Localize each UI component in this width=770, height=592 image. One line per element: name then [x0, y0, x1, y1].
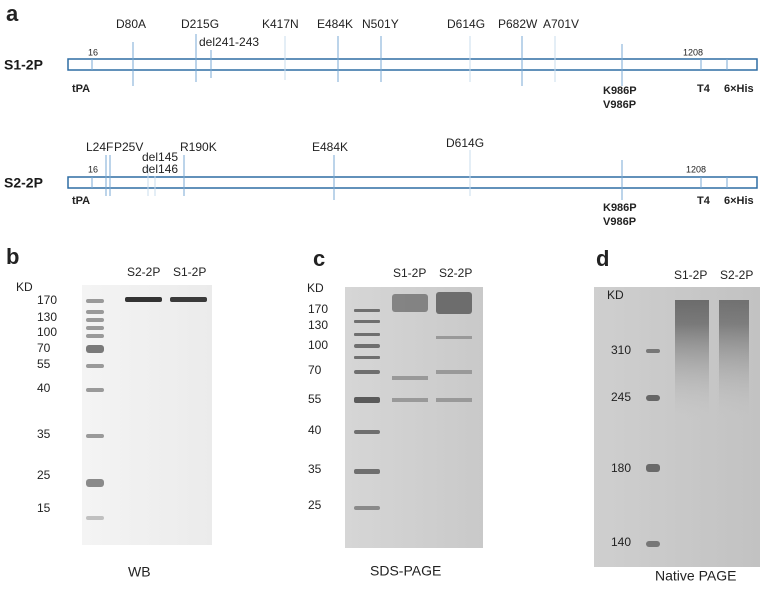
marker-label: 55 [37, 357, 51, 371]
residue-number: 1208 [686, 164, 706, 174]
tag: K986P [603, 85, 637, 97]
mutation-lines [91, 150, 728, 200]
mutation: del241-243 [199, 35, 259, 49]
marker-label: 245 [611, 390, 631, 404]
tag: T4 [697, 83, 711, 95]
construct-name: S1-2P [4, 57, 43, 73]
construct-bar [67, 176, 758, 189]
ladder [646, 349, 660, 547]
protein-band [675, 300, 709, 420]
marker-label: 310 [611, 343, 631, 357]
construct-bar [67, 58, 758, 71]
marker-label: 40 [308, 423, 322, 437]
protein-band [719, 300, 749, 420]
marker-label: 180 [611, 461, 631, 475]
faint-bands [392, 336, 472, 402]
marker-label: 100 [308, 338, 328, 352]
panel-label: a [6, 1, 19, 26]
mutation: del146 [142, 162, 178, 176]
tag: tPA [72, 83, 90, 95]
marker-label: 170 [37, 293, 57, 307]
marker-label: 130 [308, 318, 328, 332]
lane-label: S2-2P [127, 265, 160, 279]
mutation: D614G [447, 17, 485, 31]
lane-label: S1-2P [393, 266, 426, 280]
protein-band [392, 294, 428, 312]
unit-label: KD [607, 288, 624, 302]
mutation: E484K [317, 17, 353, 31]
marker-label: 25 [37, 468, 51, 482]
unit-label: KD [16, 280, 33, 294]
marker-label: 25 [308, 498, 322, 512]
marker-label: 35 [308, 462, 322, 476]
lane-label: S1-2P [173, 265, 206, 279]
marker-label: 35 [37, 427, 51, 441]
panel-caption: SDS-PAGE [370, 563, 441, 579]
marker-label: 40 [37, 381, 51, 395]
residue-number: 16 [88, 164, 98, 174]
protein-band [125, 297, 162, 302]
mutation: E484K [312, 140, 348, 154]
mutation: L24F [86, 140, 113, 154]
panel-label: b [6, 244, 19, 269]
mutation: R190K [180, 140, 217, 154]
mutation: D80A [116, 17, 146, 31]
tag: K986P [603, 202, 637, 214]
mutation: P25V [114, 140, 143, 154]
marker-label: 15 [37, 501, 51, 515]
panel-caption: Native PAGE [655, 568, 736, 584]
mutation: D215G [181, 17, 219, 31]
construct-name: S2-2P [4, 175, 43, 191]
panel-caption: WB [128, 564, 151, 580]
mutation: N501Y [362, 17, 399, 31]
marker-label: 170 [308, 302, 328, 316]
tag: 6×His [724, 195, 754, 207]
panel-label: d [596, 246, 609, 271]
tag: 6×His [724, 83, 754, 95]
mutation: P682W [498, 17, 538, 31]
ladder [354, 309, 380, 510]
tag: V986P [603, 216, 636, 228]
marker-label: 130 [37, 310, 57, 324]
gel-image [82, 285, 212, 545]
marker-label: 100 [37, 325, 57, 339]
gel-image [345, 287, 483, 548]
protein-band [170, 297, 207, 302]
panel-label: c [313, 246, 325, 271]
marker-label: 140 [611, 535, 631, 549]
tag: V986P [603, 99, 636, 111]
lane-label: S2-2P [439, 266, 472, 280]
mutation: D614G [446, 136, 484, 150]
lane-label: S2-2P [720, 268, 753, 282]
tag: tPA [72, 195, 90, 207]
lane-label: S1-2P [674, 268, 707, 282]
mutation: A701V [543, 17, 579, 31]
mutation: del145 [142, 150, 178, 164]
residue-number: 1208 [683, 47, 703, 57]
residue-number: 16 [88, 47, 98, 57]
tag: T4 [697, 195, 711, 207]
marker-label: 70 [37, 341, 51, 355]
marker-label: 55 [308, 392, 322, 406]
marker-label: 70 [308, 363, 322, 377]
unit-label: KD [307, 281, 324, 295]
ladder [86, 299, 104, 520]
mutation-lines [91, 34, 728, 86]
protein-band [436, 292, 472, 314]
mutation: K417N [262, 17, 299, 31]
